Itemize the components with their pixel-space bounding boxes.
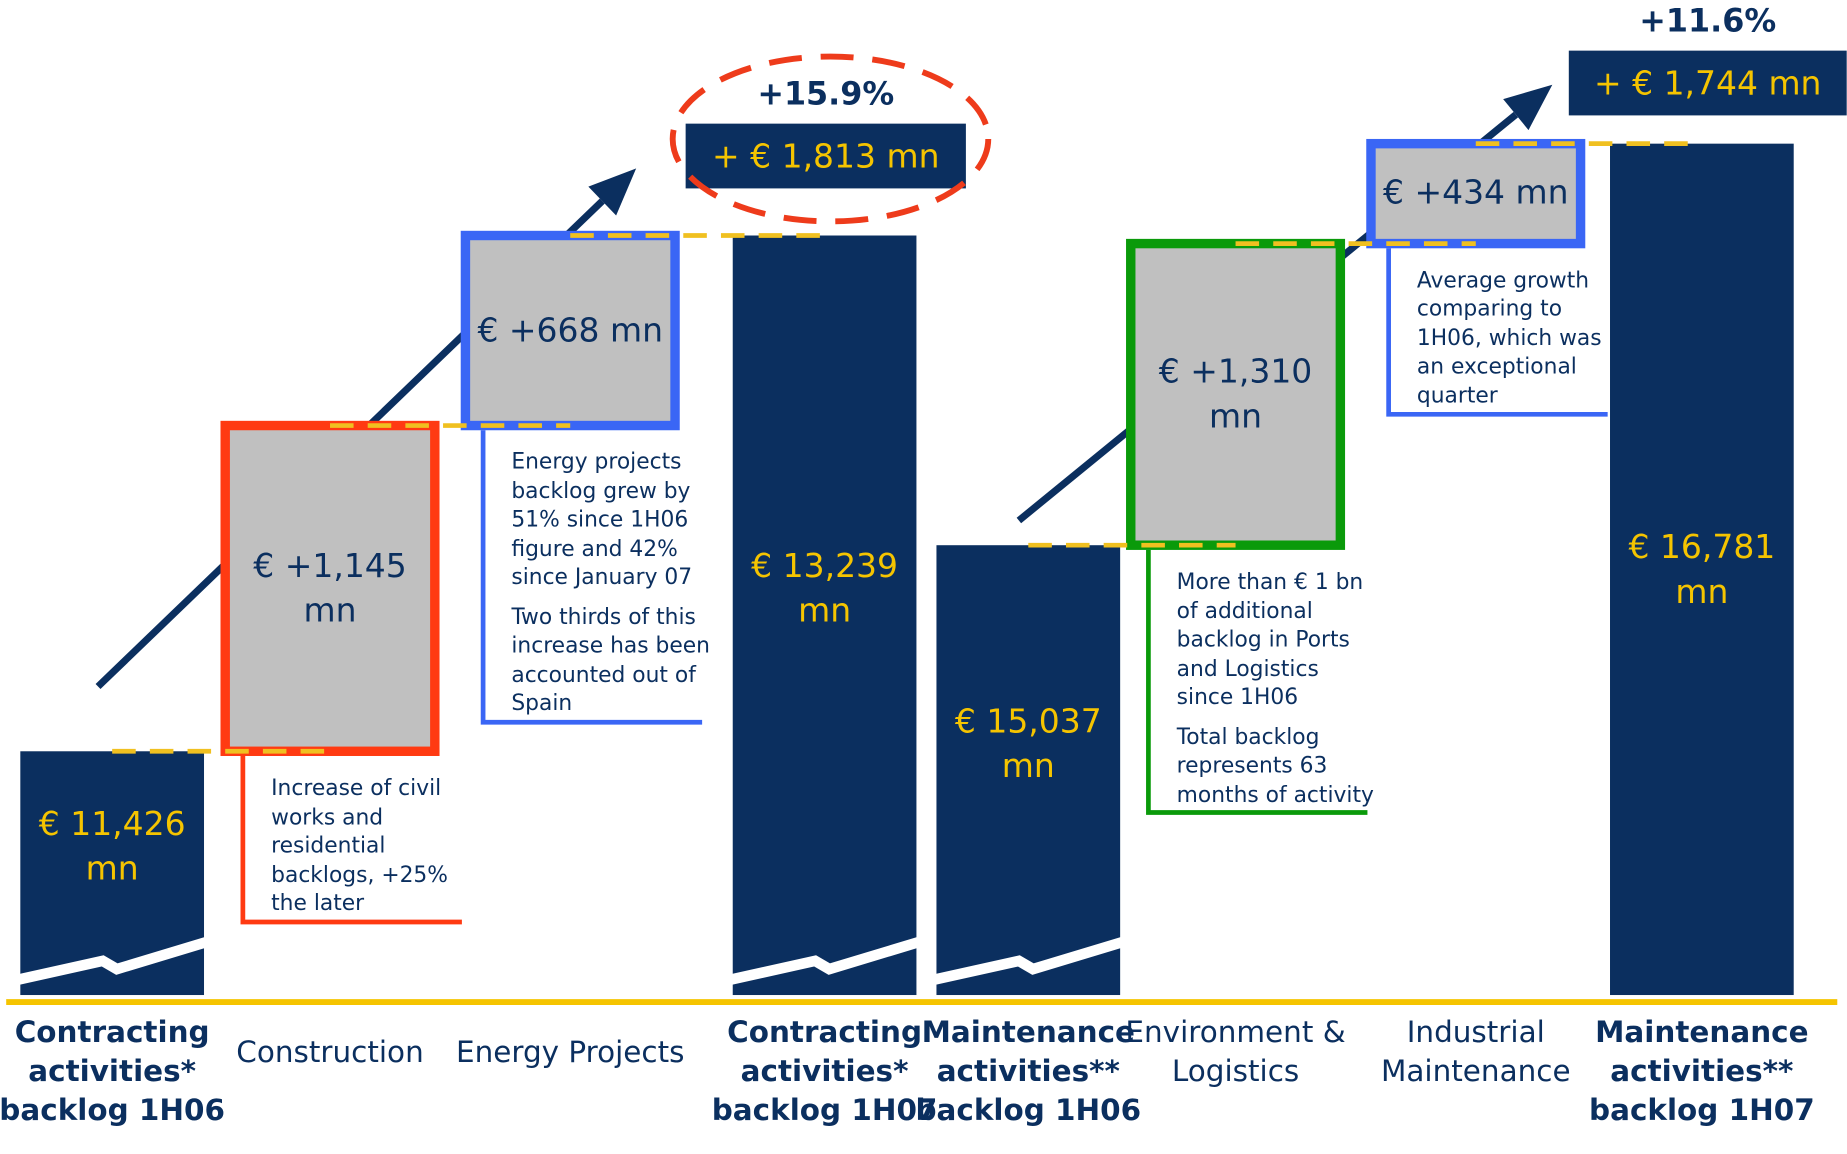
note-bracket <box>1386 248 1608 417</box>
value-label-box: € +668 mn <box>477 310 663 350</box>
x-tick-label: Maintenance activities** backlog 1H06 <box>915 1015 1142 1127</box>
note-box: More than € 1 bn of additional backlog i… <box>1177 569 1380 810</box>
x-tick-label: Industrial Maintenance <box>1380 1015 1571 1089</box>
arrow-head <box>588 168 637 216</box>
value-label: € +1,310 mn <box>1158 351 1313 436</box>
value-label-box: € +1,145 mn <box>253 545 407 630</box>
category-box: Maintenance activities** backlog 1H06 <box>915 1015 1142 1127</box>
value-label: € +1,145 mn <box>253 545 407 630</box>
value-label-box: € 13,239 mn <box>751 546 898 630</box>
change-box <box>685 123 966 189</box>
axis-break <box>16 936 208 985</box>
note: Increase of civil works and residential … <box>271 775 474 919</box>
category-box: Energy Projects <box>455 1035 685 1070</box>
x-tick-label: Environment & Logistics <box>1125 1015 1346 1089</box>
note-box: Average growth comparing to 1H06, which … <box>1417 267 1620 411</box>
x-tick-label: Contracting activities* backlog 1H06 <box>0 1015 226 1127</box>
arrow-head <box>1503 84 1553 131</box>
increment-box <box>1126 238 1346 550</box>
category-box: Contracting activities* backlog 1H07 <box>711 1015 938 1127</box>
axis-break <box>729 936 921 985</box>
note-paragraph: More than € 1 bn of additional backlog i… <box>1176 569 1364 711</box>
category-box: Contracting activities* backlog 1H06 <box>0 1015 226 1127</box>
total-bar <box>1610 143 1794 996</box>
x-tick-label: Contracting activities* backlog 1H07 <box>711 1015 938 1127</box>
value-label-box: € 16,781 mn <box>1628 526 1776 611</box>
note-paragraph: Two thirds of this increase has been acc… <box>511 605 710 717</box>
total-bar <box>732 235 917 996</box>
value-label: € +668 mn <box>477 310 663 350</box>
change-label: + € 1,813 mn <box>712 136 939 175</box>
x-tick-label: Maintenance activities** backlog 1H07 <box>1589 1015 1815 1127</box>
note-bracket <box>240 755 462 925</box>
note: Energy projects backlog grew by 51% sinc… <box>511 449 714 719</box>
value-label: € 11,426 mn <box>38 804 186 888</box>
note-paragraph: Average growth comparing to 1H06, which … <box>1416 268 1602 409</box>
value-label-box: € +434 mn <box>1383 173 1569 213</box>
note: Average growth comparing to 1H06, which … <box>1417 267 1620 411</box>
note-box: Increase of civil works and residential … <box>271 775 474 919</box>
change-label: + € 1,744 mn <box>1594 63 1821 102</box>
change-percent: +11.6% <box>1639 2 1776 39</box>
category-box: Industrial Maintenance <box>1380 1015 1571 1089</box>
change-percent: +15.9% <box>757 75 894 112</box>
note-paragraph: Energy projects backlog grew by 51% sinc… <box>511 450 693 591</box>
value-label: € 13,239 mn <box>751 546 898 630</box>
increment-box <box>220 420 440 756</box>
value-label: € +434 mn <box>1383 173 1569 213</box>
axis-break <box>932 936 1125 985</box>
category-box: Environment & Logistics <box>1125 1015 1346 1089</box>
value-label-box: € +1,310 mn <box>1158 351 1313 436</box>
change-box <box>1568 50 1847 116</box>
note-bracket <box>480 430 703 725</box>
value-label-box: € 11,426 mn <box>38 804 186 888</box>
category-box: Maintenance activities** backlog 1H07 <box>1589 1015 1815 1127</box>
value-label: € 15,037 mn <box>954 701 1102 785</box>
x-tick-label: Construction <box>236 1035 424 1070</box>
value-label: € 16,781 mn <box>1628 526 1776 611</box>
category-box: Construction <box>236 1035 424 1070</box>
note-paragraph: Increase of civil works and residential … <box>271 776 448 917</box>
highlight-ellipse <box>669 53 992 225</box>
note-bracket <box>1146 549 1368 815</box>
x-tick-label: Energy Projects <box>455 1035 685 1070</box>
note: More than € 1 bn of additional backlog i… <box>1177 569 1380 810</box>
increment-box <box>460 230 680 431</box>
note-box: Energy projects backlog grew by 51% sinc… <box>511 449 714 719</box>
note-paragraph: Total backlog represents 63 months of ac… <box>1176 724 1374 808</box>
total-bar <box>936 545 1121 996</box>
value-label-box: € 15,037 mn <box>954 701 1102 785</box>
